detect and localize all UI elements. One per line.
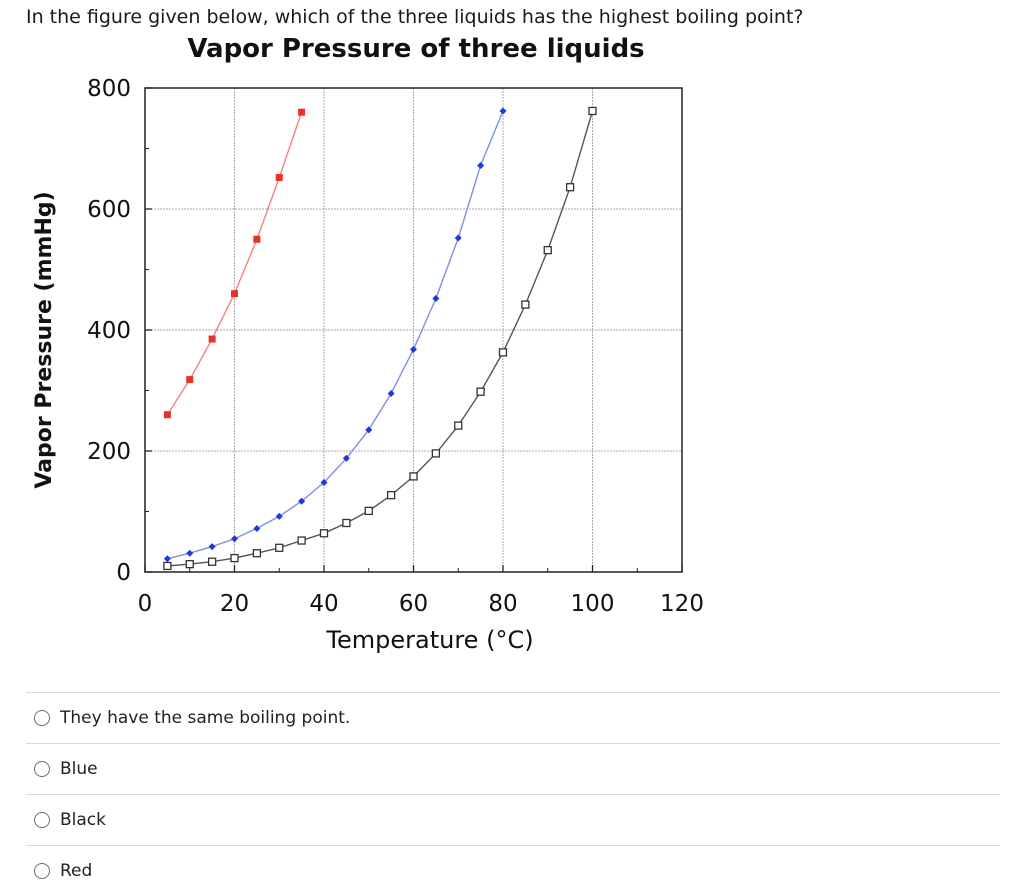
data-point — [477, 161, 485, 169]
option-blue[interactable]: Blue — [26, 743, 1000, 794]
data-point — [252, 549, 262, 558]
radio-button[interactable] — [34, 710, 50, 726]
data-point — [320, 478, 328, 486]
option-black[interactable]: Black — [26, 794, 1000, 845]
y-tick-label: 600 — [87, 197, 131, 223]
series-1 — [163, 108, 306, 419]
y-tick-label: 800 — [87, 76, 131, 102]
axis-ticks — [144, 87, 683, 573]
data-point — [298, 497, 306, 505]
data-point — [387, 390, 395, 398]
data-point — [364, 506, 373, 516]
option-label: Black — [60, 810, 106, 830]
series-line — [167, 110, 594, 567]
x-axis-label: Temperature (°C) — [325, 626, 533, 654]
data-point — [342, 454, 350, 462]
data-point — [275, 543, 284, 552]
data-point — [499, 107, 507, 115]
x-tick-label: 60 — [399, 591, 428, 617]
chart-title: Vapor Pressure of three liquids — [187, 34, 644, 64]
data-point — [342, 518, 351, 528]
data-point — [319, 529, 329, 538]
y-axis-label: Vapor Pressure (mmHg) — [32, 191, 57, 488]
x-tick-label: 20 — [220, 591, 249, 617]
data-point — [163, 555, 171, 563]
question-text: In the figure given below, which of the … — [26, 6, 804, 28]
y-tick-label: 200 — [87, 439, 131, 465]
data-point — [565, 183, 575, 192]
data-point — [275, 512, 283, 520]
x-tick-label: 100 — [571, 591, 615, 617]
option-red[interactable]: Red — [26, 845, 1000, 896]
data-point — [230, 553, 239, 563]
radio-button[interactable] — [34, 863, 50, 879]
series-2 — [163, 107, 507, 563]
data-point — [163, 561, 172, 571]
data-point — [163, 411, 171, 419]
answer-options: They have the same boiling point. Blue B… — [26, 692, 1000, 896]
series-line — [167, 110, 504, 560]
option-label: Red — [60, 861, 93, 881]
data-point — [476, 387, 485, 396]
data-point — [231, 535, 238, 543]
option-same-boiling-point[interactable]: They have the same boiling point. — [26, 692, 1000, 743]
x-tick-label: 120 — [660, 591, 704, 617]
data-point — [231, 290, 238, 298]
data-point — [297, 536, 306, 545]
data-point — [454, 234, 462, 242]
series-layer — [163, 106, 597, 571]
data-point — [431, 449, 441, 458]
x-tick-label: 40 — [309, 591, 338, 617]
data-point — [386, 491, 396, 500]
data-point — [253, 524, 261, 532]
data-point — [208, 543, 216, 551]
y-tick-label: 400 — [87, 318, 131, 344]
data-point — [275, 174, 283, 182]
option-label: They have the same boiling point. — [60, 708, 351, 728]
series-3 — [163, 106, 597, 571]
grid — [145, 88, 682, 572]
data-point — [186, 549, 194, 557]
radio-button[interactable] — [34, 761, 50, 777]
x-tick-label: 0 — [138, 591, 153, 617]
data-point — [253, 235, 261, 243]
data-point — [298, 108, 306, 116]
data-point — [543, 245, 552, 255]
data-point — [454, 421, 463, 430]
data-point — [521, 300, 530, 309]
radio-button[interactable] — [34, 812, 50, 828]
vapor-pressure-chart: Vapor Pressure of three liquids 0 20 40 60 8… — [32, 34, 704, 654]
data-point — [498, 348, 508, 357]
data-point — [588, 106, 597, 116]
data-point — [409, 472, 418, 481]
data-point — [365, 426, 373, 434]
data-point — [185, 559, 194, 569]
data-point — [432, 295, 440, 303]
data-point — [186, 376, 194, 384]
option-label: Blue — [60, 759, 98, 779]
data-point — [410, 345, 417, 353]
x-tick-label: 80 — [488, 591, 517, 617]
data-point — [208, 335, 216, 343]
y-tick-label: 0 — [116, 560, 131, 586]
tick-labels: 0 20 40 60 80 100 120 0 200 400 600 800 — [87, 76, 704, 617]
data-point — [207, 557, 217, 566]
